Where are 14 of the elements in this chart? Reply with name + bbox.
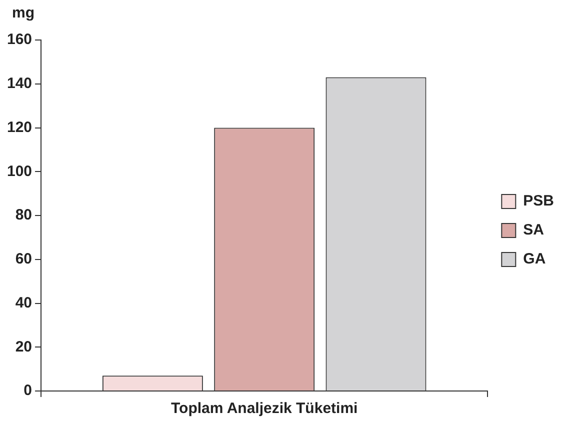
- y-tick-label: 100: [6, 162, 32, 180]
- legend-label: PSB: [523, 192, 554, 210]
- legend-label: SA: [523, 222, 544, 239]
- y-tick-label: 120: [6, 118, 32, 136]
- y-tick-label: 20: [15, 338, 32, 356]
- y-tick-label: 140: [6, 75, 32, 92]
- y-tick-label: 60: [15, 250, 32, 268]
- y-tick-label: 40: [15, 294, 32, 312]
- x-tick-label: Toplam Analjezik Tüketimi: [170, 400, 358, 418]
- y-axis-title: mg: [12, 4, 34, 22]
- y-tick-label: 0: [24, 382, 32, 400]
- legend-label: GA: [523, 250, 546, 268]
- y-tick-label: 80: [15, 206, 32, 224]
- y-tick-label: 160: [6, 31, 32, 48]
